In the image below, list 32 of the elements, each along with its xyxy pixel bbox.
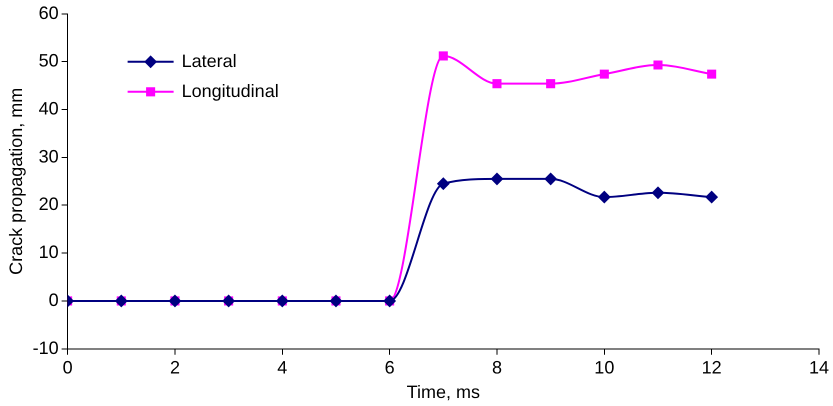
point [707, 70, 716, 79]
y-tick-label: 0 [48, 290, 59, 310]
x-tick-label: 2 [170, 358, 180, 378]
x-tick-label: 10 [594, 358, 614, 378]
y-tick-label: 60 [38, 2, 59, 23]
y-tick-label: 50 [38, 50, 59, 71]
x-tick-label: 0 [62, 358, 73, 378]
x-tick-label: 4 [277, 358, 288, 378]
x-tick-label: 14 [808, 358, 830, 378]
legend-label: Lateral [182, 50, 237, 71]
x-tick-label: 6 [384, 358, 395, 378]
x-axis-title: Time, ms [406, 382, 480, 402]
point [544, 172, 557, 185]
point [706, 191, 718, 204]
legend-label: Longitudinal [182, 80, 279, 101]
x-tick-label: 8 [492, 358, 502, 378]
point [490, 172, 503, 185]
point [598, 191, 610, 204]
point [438, 51, 448, 60]
x-tick-label: 12 [702, 358, 722, 378]
point [600, 70, 609, 79]
point [652, 186, 664, 199]
point [653, 60, 663, 70]
y-axis-title: Crack propagation, mm [6, 88, 26, 275]
point [546, 79, 556, 88]
point [492, 79, 502, 88]
y-tick-label: -10 [32, 338, 59, 358]
y-tick-label: 10 [38, 242, 59, 262]
y-tick-label: 30 [38, 146, 59, 166]
y-tick-label: 40 [38, 98, 59, 118]
point [437, 178, 450, 190]
y-tick-label: 20 [38, 194, 59, 214]
